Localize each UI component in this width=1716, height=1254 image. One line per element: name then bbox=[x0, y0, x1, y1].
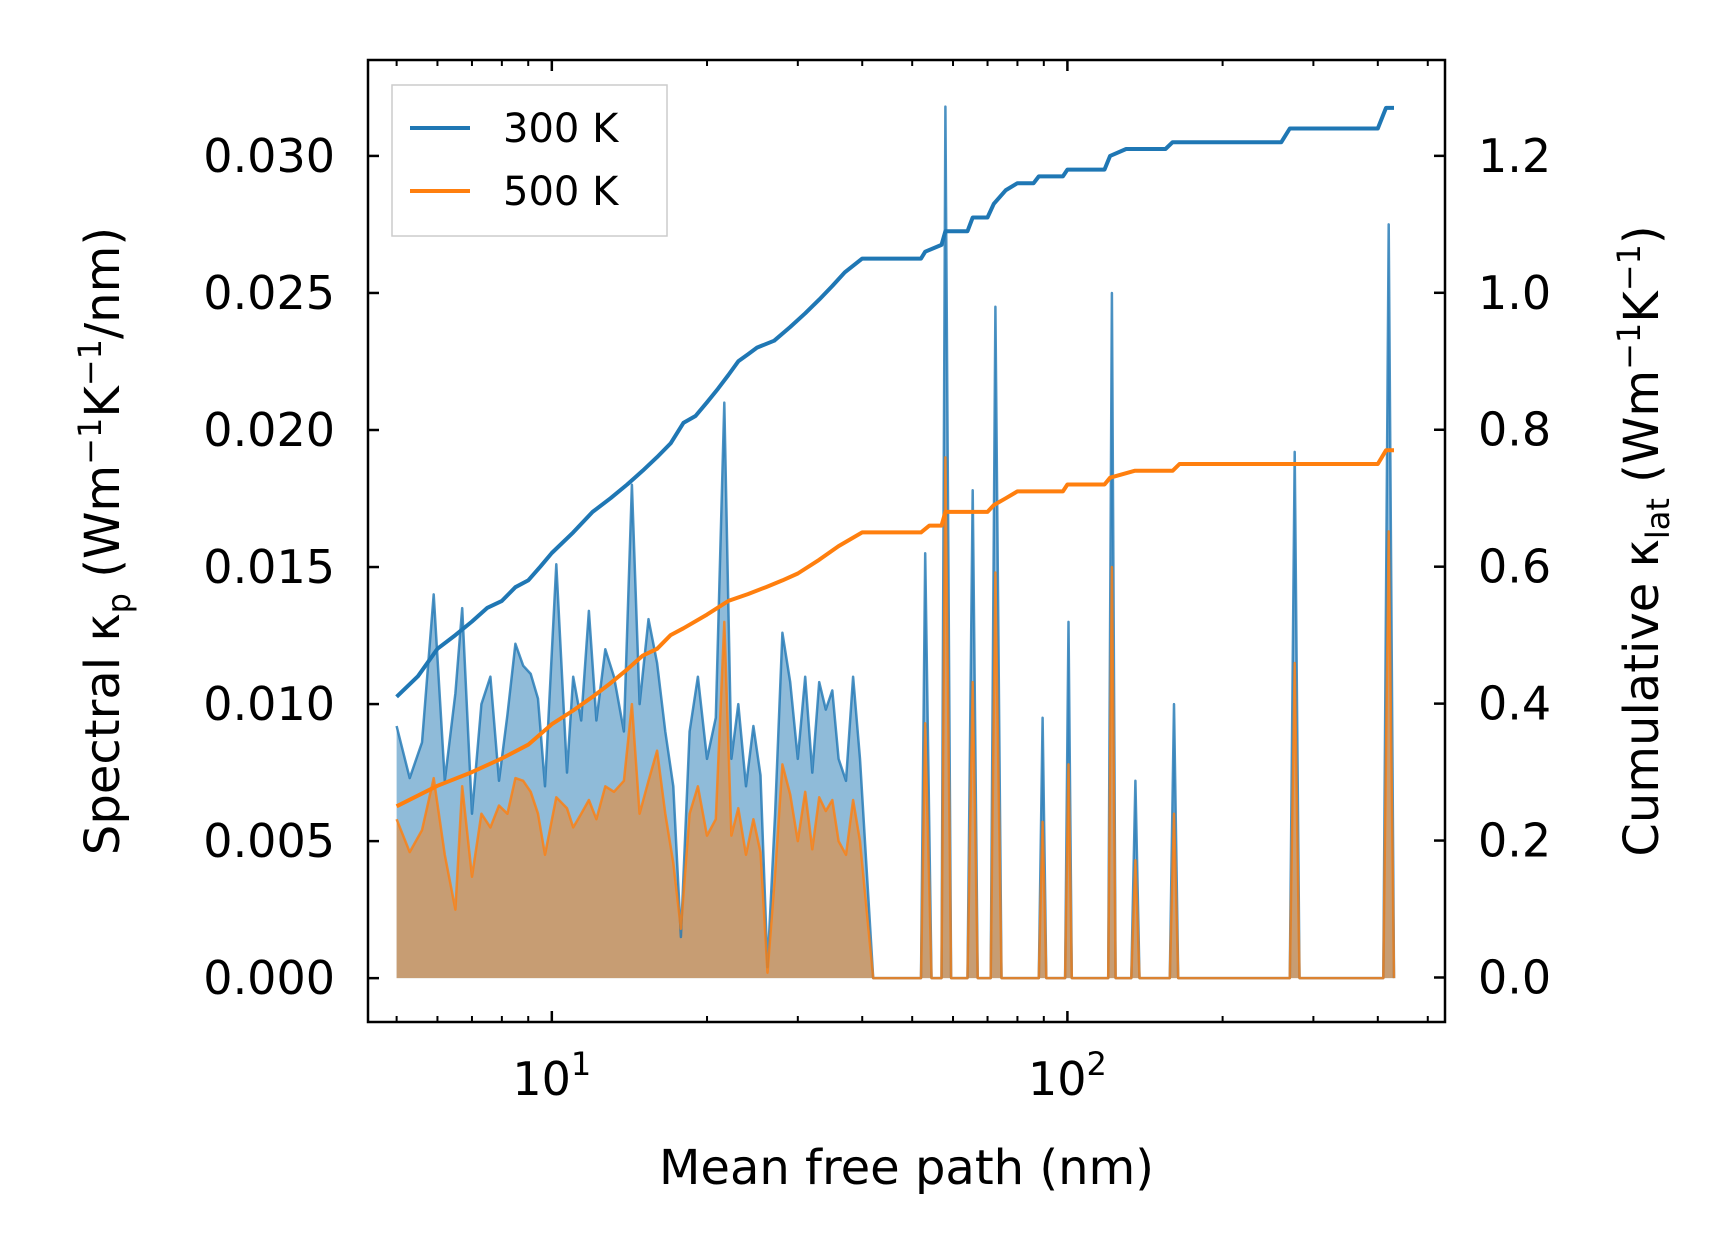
left-axis-tick-labels: 0.000 0.005 0.010 0.015 0.020 0.025 0.030 bbox=[203, 129, 335, 1005]
cumulative-line-500k bbox=[395, 448, 1394, 809]
left-tick-label: 0.010 bbox=[203, 677, 335, 731]
left-tick-label: 0.030 bbox=[203, 129, 335, 183]
spectral-fill-500k bbox=[396, 457, 1395, 979]
left-tick-label: 0.005 bbox=[203, 814, 335, 868]
right-tick-label: 1.0 bbox=[1478, 266, 1551, 320]
right-tick-label: 0.4 bbox=[1478, 677, 1551, 731]
left-axis-label: Spectral κp (Wm−1K−1/nm) bbox=[71, 227, 138, 855]
spectral-fill-300k bbox=[396, 106, 1395, 979]
legend-label-300k: 300 K bbox=[503, 106, 620, 152]
legend-box bbox=[391, 84, 668, 237]
spectral-fills bbox=[396, 106, 1395, 979]
right-axis-tick-labels: 0.0 0.2 0.4 0.6 0.8 1.0 1.2 bbox=[1478, 129, 1551, 1005]
legend: 300 K 500 K bbox=[391, 84, 668, 237]
left-tick-label: 0.015 bbox=[203, 540, 335, 594]
right-tick-label: 0.0 bbox=[1478, 950, 1551, 1004]
right-tick-label: 0.6 bbox=[1478, 540, 1551, 594]
legend-label-500k: 500 K bbox=[503, 169, 620, 215]
cumulative-line-300k bbox=[395, 105, 1394, 699]
x-tick-label: 101 bbox=[512, 1045, 591, 1106]
spectral-line-500k bbox=[395, 456, 1396, 980]
spectral-lines bbox=[395, 105, 1396, 980]
right-tick-label: 0.2 bbox=[1478, 814, 1551, 868]
plot-frame bbox=[366, 58, 1447, 1024]
right-tick-label: 1.2 bbox=[1478, 129, 1551, 183]
left-tick-label: 0.000 bbox=[203, 951, 335, 1005]
cumulative-lines bbox=[395, 105, 1394, 809]
x-axis-label: Mean free path (nm) bbox=[659, 1140, 1154, 1196]
left-tick-label: 0.020 bbox=[203, 403, 335, 457]
right-axis-label: Cumulative κlat (Wm−1K−1) bbox=[1610, 225, 1677, 856]
x-axis-tick-labels: 101 102 bbox=[512, 1045, 1106, 1106]
right-tick-label: 0.8 bbox=[1478, 403, 1551, 457]
axis-ticks bbox=[368, 60, 1445, 1022]
left-tick-label: 0.025 bbox=[203, 266, 335, 320]
x-tick-label: 102 bbox=[1028, 1045, 1107, 1106]
